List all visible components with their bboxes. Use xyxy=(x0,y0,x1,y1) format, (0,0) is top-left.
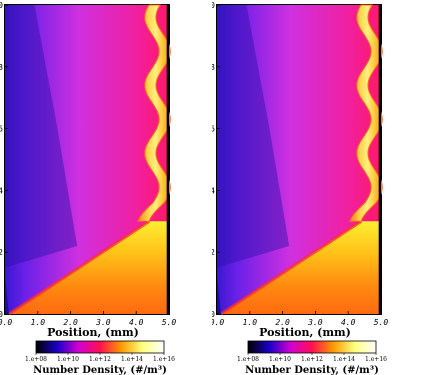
colorbar-tick-label: 1.e+14 xyxy=(333,356,355,363)
oscillating-density-band xyxy=(137,4,171,222)
y-tick-label: 4 xyxy=(0,186,3,195)
colorbar-tick-label: 1.e+12 xyxy=(301,356,323,363)
x-axis-title: Position, (mm) xyxy=(259,326,351,339)
colorbar-tick-label: 1.e+12 xyxy=(89,356,111,363)
colorbar xyxy=(35,340,165,354)
low-density-streak xyxy=(217,5,290,268)
x-tick-label: 0.0 xyxy=(0,318,12,327)
colorbar-tick-label: 1.e+16 xyxy=(365,356,387,363)
x-tick-label: 1.0 xyxy=(31,318,46,327)
x-axis-title: Position, (mm) xyxy=(47,326,139,339)
compressed-region xyxy=(8,221,169,314)
y-tick-label: 0 xyxy=(0,310,3,319)
boundary-strip xyxy=(166,5,169,314)
shock-front xyxy=(8,220,151,316)
y-tick-label: 0 xyxy=(212,310,215,319)
colorbar-tick-label: 1.e+08 xyxy=(25,356,47,363)
shock-front xyxy=(220,220,363,316)
colorbar-tick-label: 1.e+10 xyxy=(269,356,291,363)
x-tick-label: 3.0 xyxy=(95,318,111,327)
colorbar-title: Number Density, (#/m³) xyxy=(33,365,167,375)
y-tick-label: 10 xyxy=(212,1,215,10)
y-tick-label: 10 xyxy=(0,1,3,10)
x-tick-label: 3.0 xyxy=(307,318,323,327)
x-tick-label: 4.0 xyxy=(341,318,356,327)
y-tick-label: 8 xyxy=(0,63,3,72)
y-tick-label: 4 xyxy=(212,186,215,195)
y-tick-label: 6 xyxy=(0,125,3,134)
y-tick-label: 6 xyxy=(212,125,215,134)
corner-region xyxy=(5,276,9,314)
low-density-streak xyxy=(5,5,78,268)
boundary-strip xyxy=(378,5,381,314)
colorbar-tick-label: 1.e+10 xyxy=(57,356,79,363)
x-tick-label: 5.0 xyxy=(162,318,177,327)
x-tick-label: 2.0 xyxy=(63,318,78,327)
x-tick-label: 2.0 xyxy=(275,318,290,327)
colorbar-title: Number Density, (#/m³) xyxy=(245,365,379,375)
corner-region xyxy=(217,276,221,314)
compressed-region xyxy=(220,221,381,314)
y-tick-label: 8 xyxy=(212,63,215,72)
x-tick-label: 1.0 xyxy=(243,318,258,327)
colorbar-tick-label: 1.e+14 xyxy=(121,356,143,363)
colorbar-tick-label: 1.e+08 xyxy=(237,356,259,363)
x-tick-label: 4.0 xyxy=(129,318,144,327)
y-tick-label: 2 xyxy=(212,248,215,257)
y-tick-label: 2 xyxy=(0,248,3,257)
oscillating-density-band xyxy=(349,4,383,222)
x-tick-label: 5.0 xyxy=(374,318,389,327)
colorbar xyxy=(247,340,377,354)
x-tick-label: 0.0 xyxy=(212,318,224,327)
colorbar-tick-label: 1.e+16 xyxy=(153,356,175,363)
